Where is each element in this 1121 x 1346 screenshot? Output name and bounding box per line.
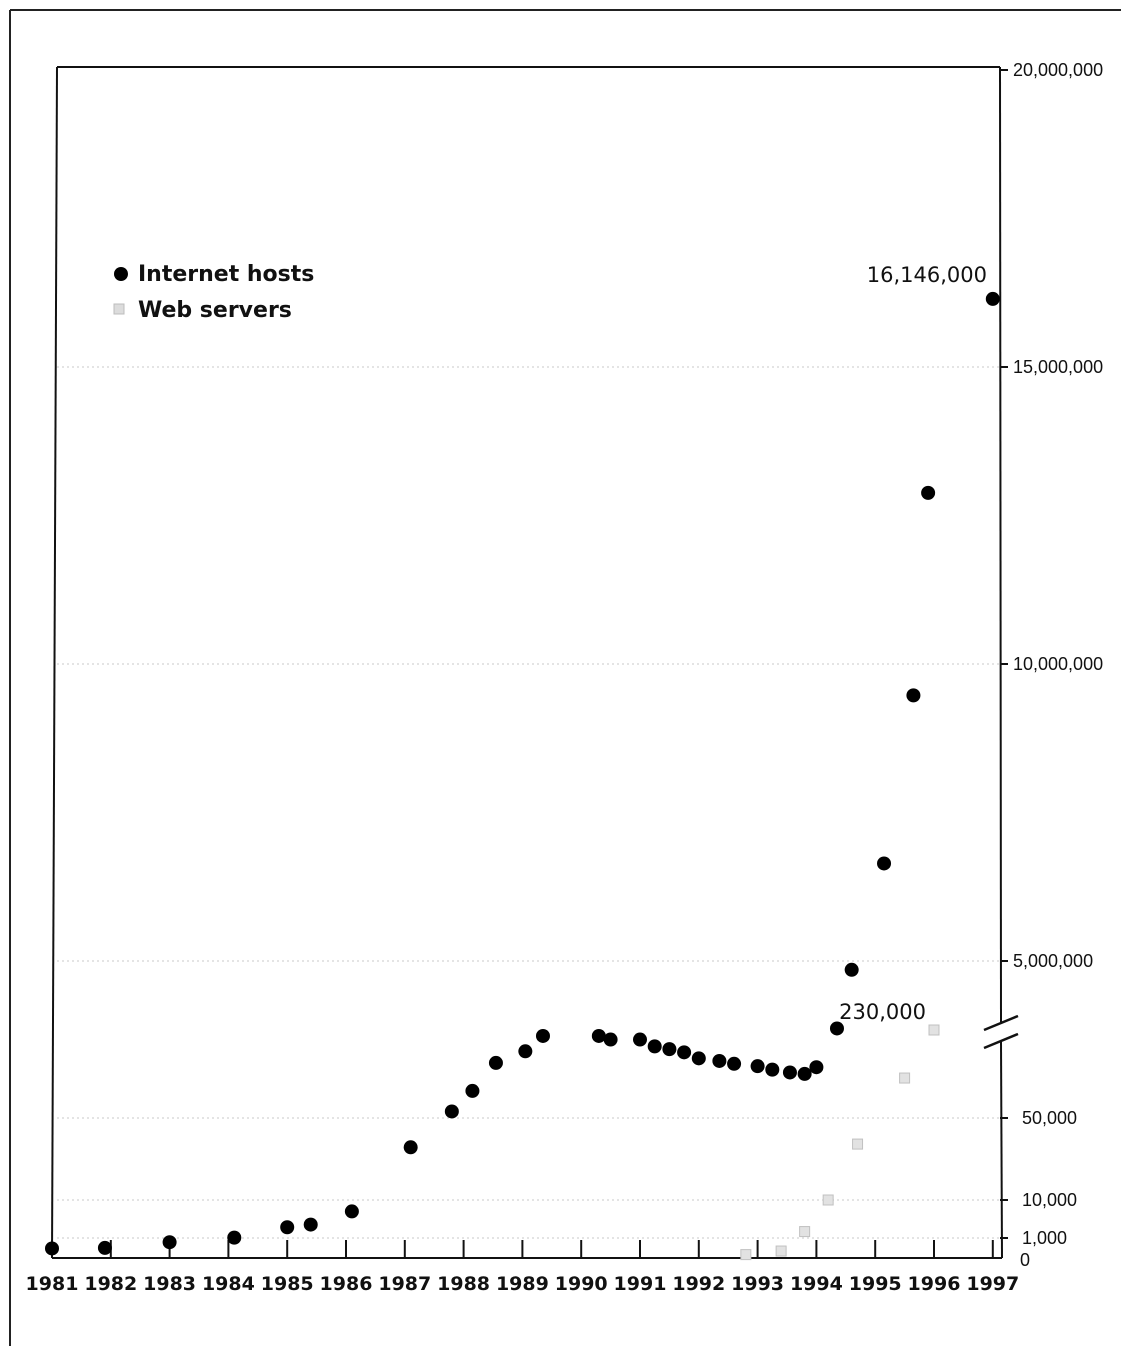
x-tick-label: 1991 (614, 1273, 667, 1295)
x-ticks: 1981 1982 1983 1984 1985 1986 1987 1988 1989 1990… (26, 1240, 1019, 1295)
y-tick-label: 15,000,000 (1013, 357, 1103, 377)
data-point-internet-hosts (444, 1104, 459, 1119)
x-tick-label: 1996 (908, 1273, 961, 1295)
legend-label-internet-hosts: Internet hosts (138, 262, 314, 287)
data-point-web-servers (740, 1249, 752, 1261)
y-tick-label: 5,000,000 (1013, 951, 1093, 971)
data-point-internet-hosts (303, 1217, 318, 1232)
data-point-internet-hosts (782, 1065, 797, 1080)
data-point-internet-hosts (921, 485, 936, 500)
data-point-internet-hosts (985, 291, 1000, 306)
y-axis-lower (1000, 1041, 1003, 1259)
data-point-internet-hosts (829, 1021, 844, 1036)
y-tick-label: 20,000,000 (1013, 60, 1103, 80)
y-tick-label: 10,000,000 (1013, 654, 1103, 674)
data-point-internet-hosts (647, 1039, 662, 1054)
x-tick-label: 1989 (496, 1273, 549, 1295)
data-point-internet-hosts (727, 1056, 742, 1071)
legend: Internet hosts Web servers (113, 262, 314, 323)
data-point-internet-hosts (227, 1230, 242, 1245)
data-point-internet-hosts (280, 1220, 295, 1235)
y-axis-upper (999, 66, 1002, 1023)
x-tick-label: 1988 (437, 1273, 490, 1295)
series-internet-hosts (45, 291, 1000, 1256)
data-point-internet-hosts (488, 1055, 503, 1070)
data-point-internet-hosts (877, 856, 892, 871)
x-tick-label: 1994 (790, 1273, 843, 1295)
data-point-internet-hosts (162, 1235, 177, 1250)
data-point-internet-hosts (591, 1028, 606, 1043)
y-tick-label: 0 (1020, 1250, 1030, 1270)
x-tick-label: 1987 (378, 1273, 431, 1295)
data-point-internet-hosts (712, 1053, 727, 1068)
legend-marker-internet-hosts (114, 267, 128, 281)
data-point-web-servers (775, 1245, 787, 1257)
data-point-internet-hosts (344, 1204, 359, 1219)
data-point-internet-hosts (518, 1044, 533, 1059)
data-point-internet-hosts (765, 1062, 780, 1077)
y-tick-label: 10,000 (1022, 1190, 1077, 1210)
series-web-servers (740, 1024, 940, 1261)
axis-break-mark-1 (983, 1014, 1019, 1032)
data-point-internet-hosts (403, 1140, 418, 1155)
x-tick-label: 1982 (84, 1273, 137, 1295)
data-point-internet-hosts (603, 1032, 618, 1047)
y-tick-label: 50,000 (1022, 1108, 1077, 1128)
data-point-internet-hosts (633, 1032, 647, 1047)
data-point-web-servers (899, 1072, 911, 1084)
y-ticks: 5,000,000 10,000,000 15,000,000 20,000,000 0… (1000, 60, 1103, 1270)
legend-label-web-servers: Web servers (138, 298, 292, 323)
data-point-internet-hosts (906, 688, 921, 703)
y-tick-label: 1,000 (1022, 1228, 1067, 1248)
data-point-internet-hosts (844, 962, 859, 977)
data-point-internet-hosts (535, 1028, 550, 1043)
x-tick-label: 1984 (202, 1273, 255, 1295)
x-tick-label: 1995 (849, 1273, 902, 1295)
annotation-web-peak: 230,000 (839, 1000, 926, 1024)
x-tick-label: 1997 (966, 1273, 1019, 1295)
data-point-web-servers (852, 1138, 864, 1150)
data-point-internet-hosts (797, 1066, 812, 1081)
plot-left-border (51, 66, 58, 1259)
annotation-hosts-peak: 16,146,000 (867, 263, 987, 287)
gridlines (57, 366, 1000, 1239)
x-tick-label: 1993 (731, 1273, 784, 1295)
data-point-web-servers (822, 1194, 834, 1206)
x-tick-label: 1990 (555, 1273, 608, 1295)
data-point-internet-hosts (45, 1241, 59, 1256)
x-tick-label: 1985 (261, 1273, 314, 1295)
data-point-internet-hosts (465, 1083, 480, 1098)
legend-marker-web-servers (113, 303, 125, 315)
data-point-internet-hosts (662, 1042, 677, 1057)
data-point-internet-hosts (809, 1060, 824, 1075)
data-point-internet-hosts (691, 1051, 706, 1066)
data-point-web-servers (799, 1226, 811, 1238)
data-point-internet-hosts (677, 1045, 692, 1060)
x-tick-label: 1986 (320, 1273, 373, 1295)
x-tick-label: 1981 (26, 1273, 79, 1295)
data-point-web-servers (928, 1024, 940, 1036)
axis-break-mark-2 (983, 1032, 1019, 1050)
data-point-internet-hosts (97, 1240, 112, 1255)
x-tick-label: 1992 (672, 1273, 725, 1295)
x-tick-label: 1983 (143, 1273, 196, 1295)
data-point-internet-hosts (750, 1059, 765, 1074)
